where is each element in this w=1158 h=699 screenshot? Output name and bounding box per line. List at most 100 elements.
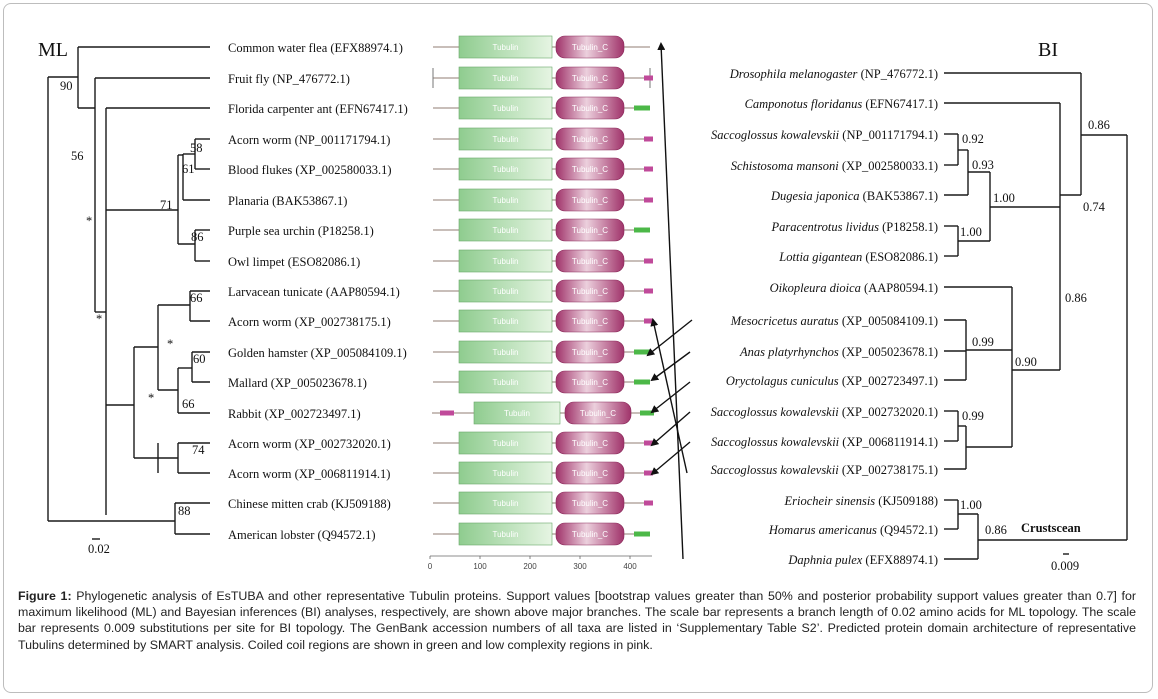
ml-support-86: 86 [191, 230, 204, 244]
bi-support-086b: 0.86 [1065, 291, 1087, 305]
bi-support-099b: 0.99 [962, 409, 984, 423]
tubulin-domain-label: Tubulin [493, 348, 519, 357]
tubulin-domain [458, 96, 553, 120]
ml-header: ML [38, 39, 68, 61]
tubulin-c-domain-label: Tubulin_C [572, 226, 608, 235]
bi-taxon-label: Saccoglossus kowalevskii (XP_006811914.1… [711, 435, 938, 449]
domain-row: Tubulin Tubulin_C [433, 188, 653, 212]
ml-taxon-label: Acorn worm (XP_002738175.1) [228, 315, 391, 329]
ml-support-star-3: * [167, 337, 173, 351]
domain-row: Tubulin Tubulin_C [433, 461, 653, 485]
bi-taxon-label: Camponotus floridanus (EFN67417.1) [745, 97, 938, 111]
tubulin-c-domain-label: Tubulin_C [572, 196, 608, 205]
tubulin-domain [458, 491, 553, 515]
domain-row: Tubulin Tubulin_C [433, 35, 650, 59]
tubulin-c-domain-label: Tubulin_C [572, 499, 608, 508]
ml-taxon-label: Acorn worm (NP_001171794.1) [228, 133, 390, 147]
ml-taxon-label: Chinese mitten crab (KJ509188) [228, 497, 391, 511]
tubulin-c-domain [555, 35, 625, 59]
tubulin-c-domain-label: Tubulin_C [572, 530, 608, 539]
tubulin-domain-label: Tubulin [493, 257, 519, 266]
ml-tree [47, 46, 210, 540]
domain-row: Tubulin Tubulin_C [433, 309, 653, 333]
ml-support-61: 61 [182, 162, 195, 176]
coiled-coil-region [634, 349, 650, 355]
ml-support-71: 71 [160, 198, 173, 212]
domain-row: Tubulin Tubulin_C [433, 127, 653, 151]
bi-support-090: 0.90 [1015, 355, 1037, 369]
ml-scale-label: 0.02 [88, 542, 110, 556]
bi-tree [944, 72, 1128, 560]
ml-taxon-label: Owl limpet (ESO82086.1) [228, 255, 360, 269]
bi-taxon-label: Paracentrotus lividus (P18258.1) [770, 220, 938, 234]
low-complexity-region [644, 440, 653, 446]
tubulin-c-domain-label: Tubulin_C [572, 43, 608, 52]
tubulin-c-domain-label: Tubulin_C [572, 257, 608, 266]
domain-row: Tubulin Tubulin_C [433, 370, 650, 394]
domain-row: Tubulin Tubulin_C [433, 249, 653, 273]
bi-support-100b: 1.00 [960, 225, 982, 239]
tubulin-domain [458, 461, 553, 485]
tubulin-domain-label: Tubulin [493, 43, 519, 52]
tubulin-c-domain [555, 127, 625, 151]
bi-taxon-label: Saccoglossus kowalevskii (NP_001171794.1… [711, 128, 938, 142]
bi-taxon-label: Lottia gigantean (ESO82086.1) [778, 250, 938, 264]
bi-taxon-label: Homarus americanus (Q94572.1) [768, 523, 938, 537]
axis-tick-label: 300 [573, 562, 587, 571]
coiled-coil-region [634, 227, 650, 233]
ml-support-star-1: * [86, 214, 92, 228]
domain-row: Tubulin Tubulin_C [433, 340, 650, 364]
ml-taxon-label: Acorn worm (XP_002732020.1) [228, 437, 391, 451]
tubulin-domain [458, 279, 553, 303]
tubulin-domain-label: Tubulin [493, 439, 519, 448]
ml-taxon-label: Purple sea urchin (P18258.1) [228, 224, 374, 238]
low-complexity-region [644, 136, 653, 142]
bi-support-100a: 1.00 [993, 191, 1015, 205]
tubulin-domain-label: Tubulin [493, 499, 519, 508]
bi-support-values: 0.92 0.93 1.00 1.00 0.86 0.74 0.86 0.99 … [960, 118, 1110, 573]
tubulin-c-domain [555, 370, 625, 394]
axis-tick-label: 400 [623, 562, 637, 571]
ml-support-88: 88 [178, 504, 191, 518]
tubulin-c-domain-label: Tubulin_C [572, 74, 608, 83]
low-complexity-region [644, 75, 653, 81]
bi-taxon-label: Eriocheir sinensis (KJ509188) [784, 494, 938, 508]
axis-tick-label: 200 [523, 562, 537, 571]
tubulin-domain [458, 340, 553, 364]
tubulin-c-domain [564, 401, 632, 425]
tubulin-c-domain-label: Tubulin_C [572, 348, 608, 357]
tubulin-c-domain [555, 157, 625, 181]
bi-taxon-label: Saccoglossus kowalevskii (XP_002732020.1… [711, 405, 938, 419]
low-complexity-region [644, 318, 653, 324]
coiled-coil-region [634, 531, 650, 537]
domain-row: Tubulin Tubulin_C [433, 157, 653, 181]
crustacean-clade-label: Crustscean [1021, 521, 1081, 535]
domain-row: Tubulin Tubulin_C [433, 491, 653, 515]
tubulin-domain-label: Tubulin [493, 165, 519, 174]
ml-support-66b: 66 [182, 397, 195, 411]
tubulin-c-domain-label: Tubulin_C [572, 104, 608, 113]
ml-support-values: 90 56 58 61 71 86 * * 66 * 60 66 * 74 88… [60, 79, 206, 556]
ml-taxon-label: American lobster (Q94572.1) [228, 528, 376, 542]
bi-taxon-label: Drosophila melanogaster (NP_476772.1) [729, 67, 938, 81]
domain-architecture: Tubulin Tubulin_C Tubulin Tubulin_C Tubulin T… [432, 35, 654, 546]
tubulin-c-domain [555, 340, 625, 364]
ml-taxon-label: Mallard (XP_005023678.1) [228, 376, 367, 390]
coiled-coil-region [640, 410, 654, 416]
tubulin-c-domain-label: Tubulin_C [572, 165, 608, 174]
caption-label: Figure 1: [18, 589, 72, 603]
tubulin-c-domain-label: Tubulin_C [572, 439, 608, 448]
ml-taxon-label: Larvacean tunicate (AAP80594.1) [228, 285, 400, 299]
domain-row: Tubulin Tubulin_C [433, 96, 650, 120]
domain-row: Tubulin Tubulin_C [433, 218, 650, 242]
ml-support-60: 60 [193, 352, 206, 366]
tubulin-c-domain-label: Tubulin_C [580, 409, 616, 418]
tubulin-domain [458, 66, 553, 90]
bi-taxon-label: Oikopleura dioica (AAP80594.1) [770, 281, 938, 295]
ml-taxon-label: Florida carpenter ant (EFN67417.1) [228, 102, 408, 116]
bi-taxon-label: Oryctolagus cuniculus (XP_002723497.1) [726, 374, 938, 388]
bi-taxon-label: Anas platyrhynchos (XP_005023678.1) [739, 345, 938, 359]
tubulin-domain [458, 522, 553, 546]
tubulin-c-domain-label: Tubulin_C [572, 135, 608, 144]
tubulin-domain-label: Tubulin [493, 530, 519, 539]
